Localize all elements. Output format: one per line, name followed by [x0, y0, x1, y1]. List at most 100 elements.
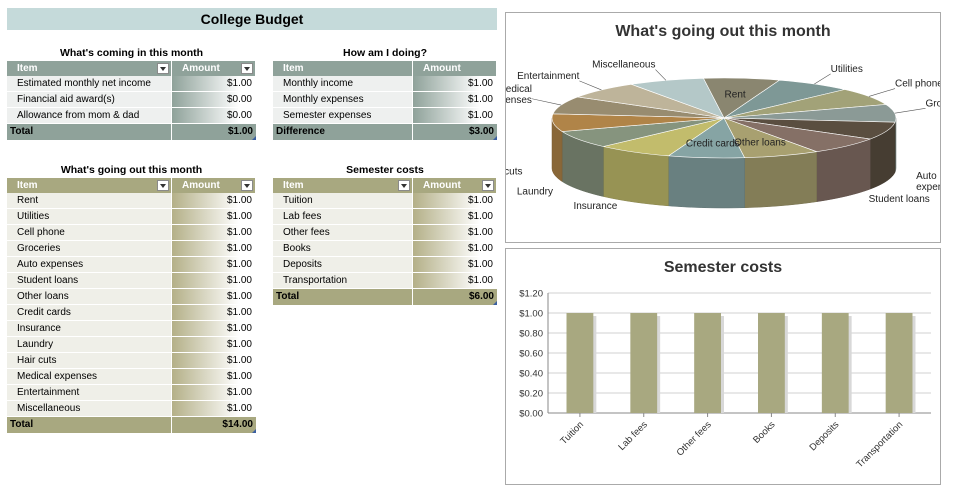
table-row: Groceries $1.00 [7, 241, 256, 257]
pie-slice-side [603, 146, 669, 207]
item-cell[interactable]: Student loans [7, 273, 172, 288]
table-row: Tuition $1.00 [273, 193, 497, 209]
pie-leader-line [814, 73, 831, 85]
pie-labels: Rent Utilities Cell phone Groceries Autoexpe… [506, 60, 940, 213]
amount-cell[interactable]: $1.00 [172, 401, 256, 416]
amount-cell[interactable]: $1.00 [413, 257, 497, 272]
amount-cell[interactable]: $1.00 [172, 385, 256, 400]
expenses-header: Item Amount [7, 178, 256, 193]
amount-cell[interactable]: $1.00 [413, 92, 497, 107]
table-row: Monthly expenses $1.00 [273, 92, 497, 108]
item-cell[interactable]: Medical expenses [7, 369, 172, 384]
semester-table: Semester costs Item Amount Tuition $1.00 L… [273, 163, 497, 305]
item-cell[interactable]: Financial aid award(s) [7, 92, 172, 107]
doing-table: How am I doing? Item Amount Monthly inco… [273, 46, 497, 140]
table-row: Rent $1.00 [7, 193, 256, 209]
amount-cell[interactable]: $1.00 [172, 321, 256, 336]
amount-cell[interactable]: $1.00 [172, 273, 256, 288]
bar-chart[interactable]: Semester costs $0.00 $0.20 $0.40 $0.60 $0.80… [505, 248, 941, 485]
amount-cell[interactable]: $1.00 [172, 257, 256, 272]
income-total-row: Total $1.00 [7, 124, 256, 140]
amount-cell[interactable]: $1.00 [413, 193, 497, 208]
x-tick-label: Lab fees [616, 419, 650, 453]
filter-dropdown-icon[interactable] [241, 180, 253, 191]
amount-cell[interactable]: $1.00 [172, 76, 256, 91]
pie-chart[interactable]: What's going out this month Rent Utilitie… [505, 12, 941, 243]
item-cell[interactable]: Estimated monthly net income [7, 76, 172, 91]
item-cell[interactable]: Groceries [7, 241, 172, 256]
amount-cell[interactable]: $1.00 [413, 108, 497, 123]
income-total-value[interactable]: $1.00 [172, 124, 256, 140]
item-cell[interactable]: Lab fees [273, 209, 413, 224]
item-cell[interactable]: Cell phone [7, 225, 172, 240]
item-cell[interactable]: Hair cuts [7, 353, 172, 368]
y-tick-label: $0.20 [519, 389, 543, 400]
item-cell[interactable]: Tuition [273, 193, 413, 208]
amount-cell[interactable]: $1.00 [172, 337, 256, 352]
pie-chart-plot: Rent Utilities Cell phone Groceries Autoexpe… [506, 60, 940, 213]
y-tick-label: $0.60 [519, 349, 543, 360]
pie-slice-label: Miscellaneous [592, 60, 655, 71]
table-row: Transportation $1.00 [273, 273, 497, 289]
amount-cell[interactable]: $1.00 [172, 209, 256, 224]
amount-cell[interactable]: $1.00 [172, 305, 256, 320]
doing-col-item: Item [283, 63, 304, 74]
item-cell[interactable]: Monthly expenses [273, 92, 413, 107]
item-cell[interactable]: Other fees [273, 225, 413, 240]
item-cell[interactable]: Utilities [7, 209, 172, 224]
semester-total-value[interactable]: $6.00 [413, 289, 497, 305]
semester-header: Item Amount [273, 178, 497, 193]
bars: Tuition Lab fees Other fees Books Deposits Tr… [558, 313, 916, 470]
amount-cell[interactable]: $1.00 [413, 241, 497, 256]
item-cell[interactable]: Other loans [7, 289, 172, 304]
item-cell[interactable]: Laundry [7, 337, 172, 352]
table-row: Allowance from mom & dad $0.00 [7, 108, 256, 124]
item-cell[interactable]: Deposits [273, 257, 413, 272]
amount-cell[interactable]: $0.00 [172, 92, 256, 107]
amount-cell[interactable]: $1.00 [172, 225, 256, 240]
item-cell[interactable]: Entertainment [7, 385, 172, 400]
amount-cell[interactable]: $0.00 [172, 108, 256, 123]
pie-slice-side [744, 151, 817, 208]
doing-header: Item Amount [273, 61, 497, 76]
amount-cell[interactable]: $1.00 [172, 369, 256, 384]
filter-dropdown-icon[interactable] [398, 180, 410, 191]
item-cell[interactable]: Allowance from mom & dad [7, 108, 172, 123]
amount-cell[interactable]: $1.00 [413, 273, 497, 288]
amount-cell[interactable]: $1.00 [172, 353, 256, 368]
table-row: Medical expenses $1.00 [7, 369, 256, 385]
item-cell[interactable]: Monthly income [273, 76, 413, 91]
bar [694, 313, 721, 413]
amount-cell[interactable]: $1.00 [172, 193, 256, 208]
amount-cell[interactable]: $1.00 [413, 76, 497, 91]
amount-cell[interactable]: $1.00 [172, 289, 256, 304]
doing-total-value[interactable]: $3.00 [413, 124, 497, 140]
y-tick-label: $0.80 [519, 329, 543, 340]
table-row: Auto expenses $1.00 [7, 257, 256, 273]
filter-dropdown-icon[interactable] [157, 63, 169, 74]
expenses-col-amount: Amount [182, 180, 220, 191]
y-tick-label: $0.00 [519, 409, 543, 420]
filter-dropdown-icon[interactable] [482, 180, 494, 191]
expenses-total-value[interactable]: $14.00 [172, 417, 256, 433]
income-header: Item Amount [7, 61, 256, 76]
expenses-table: What's going out this month Item Amount … [7, 163, 256, 433]
semester-total-label: Total [273, 289, 413, 305]
pie-slice-label: Rent [725, 89, 746, 100]
item-cell[interactable]: Semester expenses [273, 108, 413, 123]
item-cell[interactable]: Books [273, 241, 413, 256]
item-cell[interactable]: Insurance [7, 321, 172, 336]
amount-cell[interactable]: $1.00 [413, 225, 497, 240]
table-row: Other loans $1.00 [7, 289, 256, 305]
filter-dropdown-icon[interactable] [241, 63, 253, 74]
amount-cell[interactable]: $1.00 [172, 241, 256, 256]
filter-dropdown-icon[interactable] [157, 180, 169, 191]
amount-cell[interactable]: $1.00 [413, 209, 497, 224]
item-cell[interactable]: Miscellaneous [7, 401, 172, 416]
item-cell[interactable]: Auto expenses [7, 257, 172, 272]
item-cell[interactable]: Rent [7, 193, 172, 208]
item-cell[interactable]: Transportation [273, 273, 413, 288]
item-cell[interactable]: Credit cards [7, 305, 172, 320]
pie-slice-label: Utilities [831, 64, 863, 75]
bar [758, 313, 785, 413]
